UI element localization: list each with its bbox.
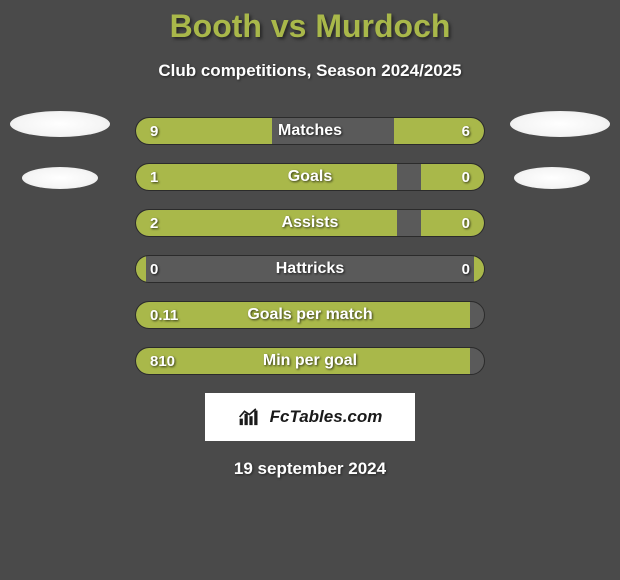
- stat-bar-right: [474, 256, 484, 282]
- comparison-container: Booth vs Murdoch Club competitions, Seas…: [0, 0, 620, 479]
- stat-bar-left: [136, 210, 397, 236]
- stat-bar-right: [421, 210, 484, 236]
- stat-row: 0 0Hattricks: [135, 255, 485, 283]
- stat-row: 810Min per goal: [135, 347, 485, 375]
- avatar-placeholder-icon: [514, 167, 590, 189]
- source-badge-text: FcTables.com: [270, 407, 383, 427]
- stats-area: 96Matches 10Goals 20Assists 0 0Hattricks 0.11…: [0, 117, 620, 375]
- stat-value-right: 0: [462, 256, 470, 282]
- stat-rows: 96Matches 10Goals 20Assists 0 0Hattricks 0.11…: [135, 117, 485, 375]
- chart-icon: [238, 406, 264, 428]
- stat-value-left: 0: [150, 256, 158, 282]
- stat-bar-left: [136, 302, 470, 328]
- stat-label: Hattricks: [136, 256, 484, 282]
- stat-row: 0.11Goals per match: [135, 301, 485, 329]
- stat-row: 10Goals: [135, 163, 485, 191]
- stat-bar-left: [136, 118, 272, 144]
- page-title: Booth vs Murdoch: [0, 8, 620, 45]
- subtitle: Club competitions, Season 2024/2025: [0, 61, 620, 81]
- stat-bar-left: [136, 348, 470, 374]
- stat-bar-left: [136, 256, 146, 282]
- stat-row: 96Matches: [135, 117, 485, 145]
- stat-bar-right: [394, 118, 484, 144]
- stat-bar-right: [421, 164, 484, 190]
- source-badge: FcTables.com: [205, 393, 415, 441]
- player-left-avatar: [10, 111, 110, 211]
- avatar-placeholder-icon: [10, 111, 110, 137]
- avatar-placeholder-icon: [510, 111, 610, 137]
- avatar-placeholder-icon: [22, 167, 98, 189]
- stat-row: 20Assists: [135, 209, 485, 237]
- footer-date: 19 september 2024: [0, 459, 620, 479]
- player-right-avatar: [510, 111, 610, 211]
- stat-bar-left: [136, 164, 397, 190]
